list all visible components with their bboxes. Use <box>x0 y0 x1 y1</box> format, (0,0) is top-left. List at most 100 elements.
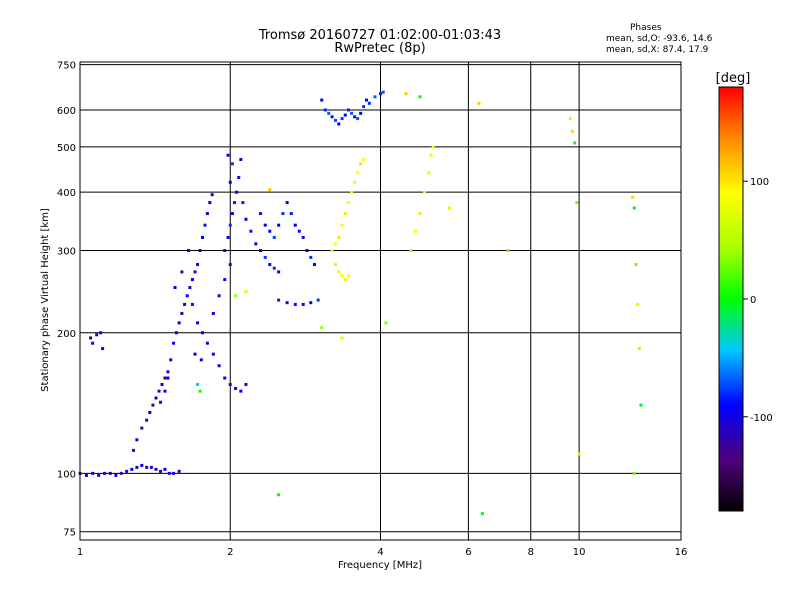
data-point <box>285 201 289 205</box>
data-point <box>568 117 572 121</box>
stats-heading: Phases <box>630 23 662 33</box>
data-point <box>208 201 212 205</box>
data-point <box>157 389 161 393</box>
y-tick-label: 200 <box>57 329 76 340</box>
data-point <box>353 180 357 184</box>
data-point <box>132 448 136 452</box>
data-point <box>140 426 144 430</box>
data-point <box>180 311 184 315</box>
data-point <box>169 358 173 362</box>
data-point <box>130 467 134 471</box>
data-point <box>333 242 337 246</box>
data-point <box>356 117 360 121</box>
data-point <box>103 471 107 475</box>
data-point <box>233 201 237 205</box>
data-point <box>163 376 167 380</box>
data-point <box>323 108 327 112</box>
colorbar <box>718 86 744 512</box>
data-point <box>149 465 153 469</box>
data-point <box>367 101 371 105</box>
data-point <box>301 235 305 239</box>
stats-o-line: mean, sd,O: -93.6, 14.6 <box>606 34 713 44</box>
x-tick-label: 2 <box>227 547 233 558</box>
data-point <box>632 471 636 475</box>
x-tick-label: 1 <box>77 547 83 558</box>
data-point <box>223 376 227 380</box>
colorbar-label: [deg] <box>716 71 751 86</box>
data-point <box>201 331 205 335</box>
data-point <box>244 382 248 386</box>
data-point <box>228 382 232 386</box>
data-point <box>166 370 170 374</box>
data-point <box>241 201 245 205</box>
y-tick-label: 400 <box>57 188 76 199</box>
y-tick-label: 750 <box>57 61 76 72</box>
data-point <box>187 249 191 253</box>
data-point <box>577 452 581 456</box>
data-point <box>340 117 344 121</box>
data-point <box>343 278 347 282</box>
data-point <box>159 400 163 404</box>
data-point <box>333 118 337 122</box>
data-point <box>173 286 177 290</box>
data-point <box>281 212 285 216</box>
data-point <box>636 302 640 306</box>
data-point <box>379 92 382 96</box>
data-point <box>249 229 253 233</box>
data-point <box>190 278 194 282</box>
x-tick-label: 16 <box>675 547 688 558</box>
data-point <box>362 157 366 161</box>
data-point <box>409 249 413 253</box>
data-point <box>272 235 276 239</box>
data-point <box>277 223 281 227</box>
data-point <box>573 141 577 145</box>
data-point <box>190 302 194 306</box>
data-point <box>159 469 163 473</box>
data-point <box>101 347 105 351</box>
data-point <box>201 235 205 239</box>
data-point <box>203 223 207 227</box>
data-point <box>196 263 200 267</box>
y-axis-label: Stationary phase Virtual Height [km] <box>40 208 51 392</box>
data-point <box>135 438 139 442</box>
data-point <box>239 389 243 393</box>
data-point <box>234 294 238 298</box>
data-point <box>373 95 377 99</box>
data-point <box>330 115 334 119</box>
data-point <box>337 270 341 274</box>
y-tick-label: 100 <box>57 469 76 480</box>
data-point <box>205 341 209 345</box>
data-point <box>327 111 331 115</box>
data-point <box>95 333 99 337</box>
data-point <box>429 153 433 157</box>
data-point <box>84 473 88 477</box>
data-point <box>237 176 241 180</box>
data-point <box>211 311 215 315</box>
data-point <box>365 98 369 102</box>
data-points <box>78 90 643 516</box>
data-point <box>125 469 129 473</box>
data-point <box>235 190 239 194</box>
data-point <box>196 321 200 325</box>
data-point <box>277 493 281 497</box>
data-point <box>333 263 337 267</box>
data-point <box>211 352 215 356</box>
data-point <box>183 302 187 306</box>
chart-title: Tromsø 20160727 01:02:00-01:03:43 <box>258 28 502 43</box>
data-point <box>381 90 385 94</box>
data-point <box>422 190 426 194</box>
plot-frame <box>79 61 682 541</box>
data-point <box>404 92 408 96</box>
data-point <box>223 249 227 253</box>
data-point <box>188 286 192 290</box>
data-point <box>259 212 263 216</box>
data-point <box>632 206 636 210</box>
data-point <box>135 465 139 469</box>
data-point <box>346 108 350 112</box>
data-point <box>353 115 357 119</box>
data-point <box>346 274 350 278</box>
data-point <box>343 212 347 216</box>
data-point <box>91 341 95 345</box>
chart-subtitle: RwPretec (8p) <box>334 41 426 56</box>
data-point <box>639 403 643 407</box>
